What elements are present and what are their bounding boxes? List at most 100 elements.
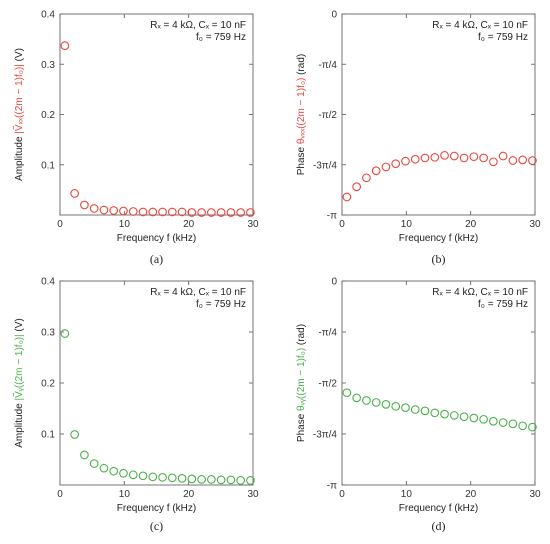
y-tick-label: -3π/4 (313, 430, 338, 441)
data-point (420, 406, 430, 416)
data-point (128, 207, 138, 216)
data-point (362, 173, 371, 183)
data-point (352, 182, 361, 192)
y-axis-title-quantity: θᵥᵧ((2m − 1)f₀) (296, 348, 307, 411)
data-point (246, 208, 255, 217)
y-axis-title-left: Amplitude (14, 401, 25, 448)
data-point (158, 473, 167, 482)
data-point (401, 156, 410, 166)
x-tick-label: 30 (529, 489, 541, 500)
y-tick-label: -π/2 (318, 110, 337, 121)
x-tick-label: 30 (247, 219, 259, 230)
x-tick-label: 20 (183, 489, 195, 500)
annotation-line: f₀ = 759 Hz (478, 32, 528, 43)
data-point (381, 162, 391, 172)
data-point (216, 475, 226, 485)
data-point (89, 459, 99, 468)
data-point (70, 430, 79, 439)
y-axis-title-unit: (V) (14, 318, 25, 334)
data-point (119, 206, 128, 216)
data-point (528, 422, 537, 432)
y-tick-label: 0.1 (41, 430, 55, 441)
data-point (216, 208, 226, 217)
data-point (167, 207, 177, 217)
data-point (362, 396, 371, 405)
chart-panel-b: 0 10 20 30 -π -3π/4 -π/2 -π/4 0 Frequency f (kHz)… (296, 10, 541, 267)
data-point (342, 388, 352, 398)
data-point (187, 474, 197, 484)
x-tick-label: 0 (339, 489, 345, 500)
x-axis-title: Frequency f (kHz) (399, 233, 478, 244)
data-point (138, 207, 148, 217)
data-point (440, 409, 449, 419)
data-point (109, 466, 119, 476)
data-point (528, 156, 537, 165)
x-tick-label: 30 (247, 489, 259, 500)
y-axis-title-left: Phase (296, 144, 307, 175)
annotation-line: Rₓ = 4 kΩ, Cₓ = 10 nF (432, 20, 528, 31)
y-axis-title-left: Phase (296, 411, 307, 442)
data-point (410, 405, 420, 414)
data-point (371, 398, 381, 407)
y-axis-title: Amplitude |Ṽₓₓ((2m − 1)f₀)| (V) (12, 48, 25, 181)
y-tick-label: 0.2 (41, 110, 55, 121)
data-point (342, 192, 352, 202)
x-tick-label: 10 (119, 219, 131, 230)
data-point (459, 412, 469, 422)
panel-caption: (d) (432, 519, 446, 533)
data-point (498, 151, 508, 161)
y-tick-label: 0.3 (41, 60, 55, 71)
y-tick-label: -π/4 (318, 60, 337, 71)
plot-frame (341, 280, 536, 486)
data-point (246, 476, 255, 485)
y-axis-title: Phase θᵥₓₓ((2m − 1)f₀) (rad) (296, 54, 307, 175)
x-tick-label: 20 (183, 219, 195, 230)
data-point (430, 152, 440, 162)
data-point (489, 157, 498, 167)
data-point (99, 463, 109, 473)
x-axis-title: Frequency f (kHz) (117, 503, 196, 514)
plot-frame (59, 280, 254, 486)
y-tick-label: 0 (331, 277, 337, 288)
x-tick-label: 0 (57, 219, 63, 230)
chart-panel-a: 0 10 20 30 0.1 0.2 0.3 0.4 Frequency f (kHz) Ampl… (12, 10, 259, 267)
data-point (352, 393, 361, 403)
data-point (518, 155, 528, 165)
data-point (518, 421, 528, 431)
x-tick-label: 20 (465, 489, 477, 500)
annotation-line: f₀ = 759 Hz (196, 299, 246, 310)
panel-caption: (a) (150, 252, 163, 266)
panel-caption: (c) (150, 519, 163, 533)
y-tick-label: -π/4 (318, 328, 337, 339)
data-point (187, 208, 197, 217)
plot-frame (341, 13, 536, 216)
data-point (138, 471, 148, 481)
y-tick-label: -π/2 (318, 379, 337, 390)
data-point (401, 403, 410, 412)
chart-panel-c: 0 10 20 30 0.1 0.2 0.3 0.4 Frequency f (kHz) Ampl… (12, 277, 259, 534)
data-point (226, 475, 236, 485)
data-point (479, 153, 488, 163)
y-tick-label: -π (327, 211, 337, 222)
data-point (109, 206, 119, 215)
x-tick-label: 10 (401, 489, 413, 500)
data-point (128, 470, 138, 480)
data-point (197, 475, 206, 484)
data-point (119, 468, 128, 478)
data-point (449, 411, 459, 420)
data-point (177, 207, 187, 217)
y-tick-label: 0.4 (41, 277, 55, 288)
data-point (449, 151, 459, 161)
y-tick-label: -3π/4 (313, 160, 338, 171)
data-point (508, 419, 518, 429)
x-axis-title: Frequency f (kHz) (117, 233, 196, 244)
y-axis-title-quantity: |Ṽᵧ((2m − 1)f₀)| (12, 334, 25, 400)
data-point (207, 475, 216, 484)
panel-caption: (b) (432, 252, 446, 266)
y-axis-title-unit: (rad) (296, 324, 307, 348)
y-axis-title-left: Amplitude (14, 134, 25, 181)
data-point (371, 166, 381, 176)
y-tick-label: 0.1 (41, 160, 55, 171)
annotation-line: f₀ = 759 Hz (478, 299, 528, 310)
y-axis-title: Amplitude |Ṽᵧ((2m − 1)f₀)| (V) (12, 318, 25, 448)
